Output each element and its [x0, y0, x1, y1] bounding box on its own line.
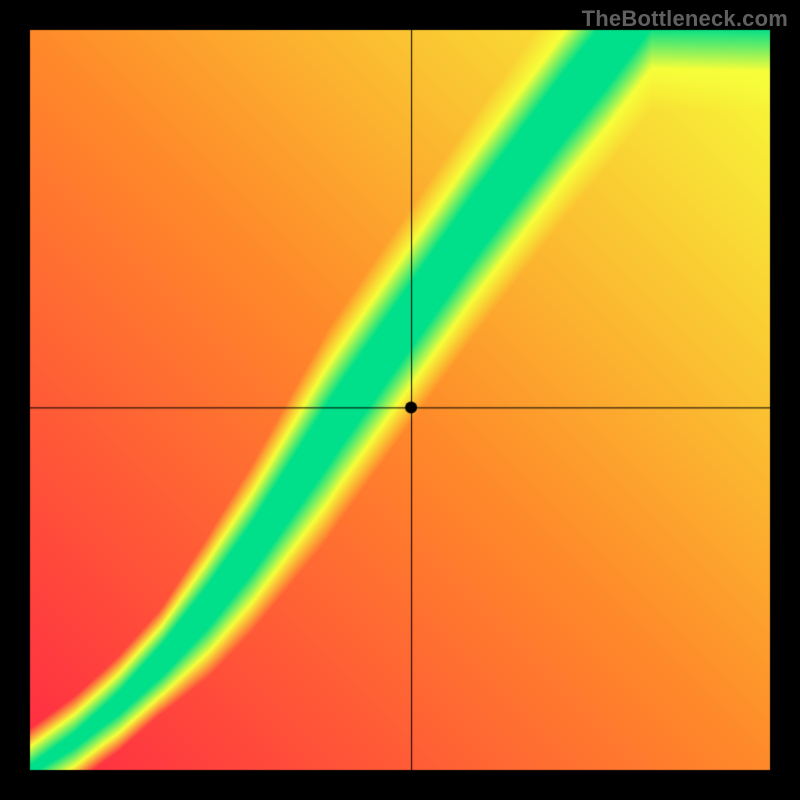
chart-container: TheBottleneck.com [0, 0, 800, 800]
watermark-text: TheBottleneck.com [582, 6, 788, 32]
heatmap-canvas [0, 0, 800, 800]
